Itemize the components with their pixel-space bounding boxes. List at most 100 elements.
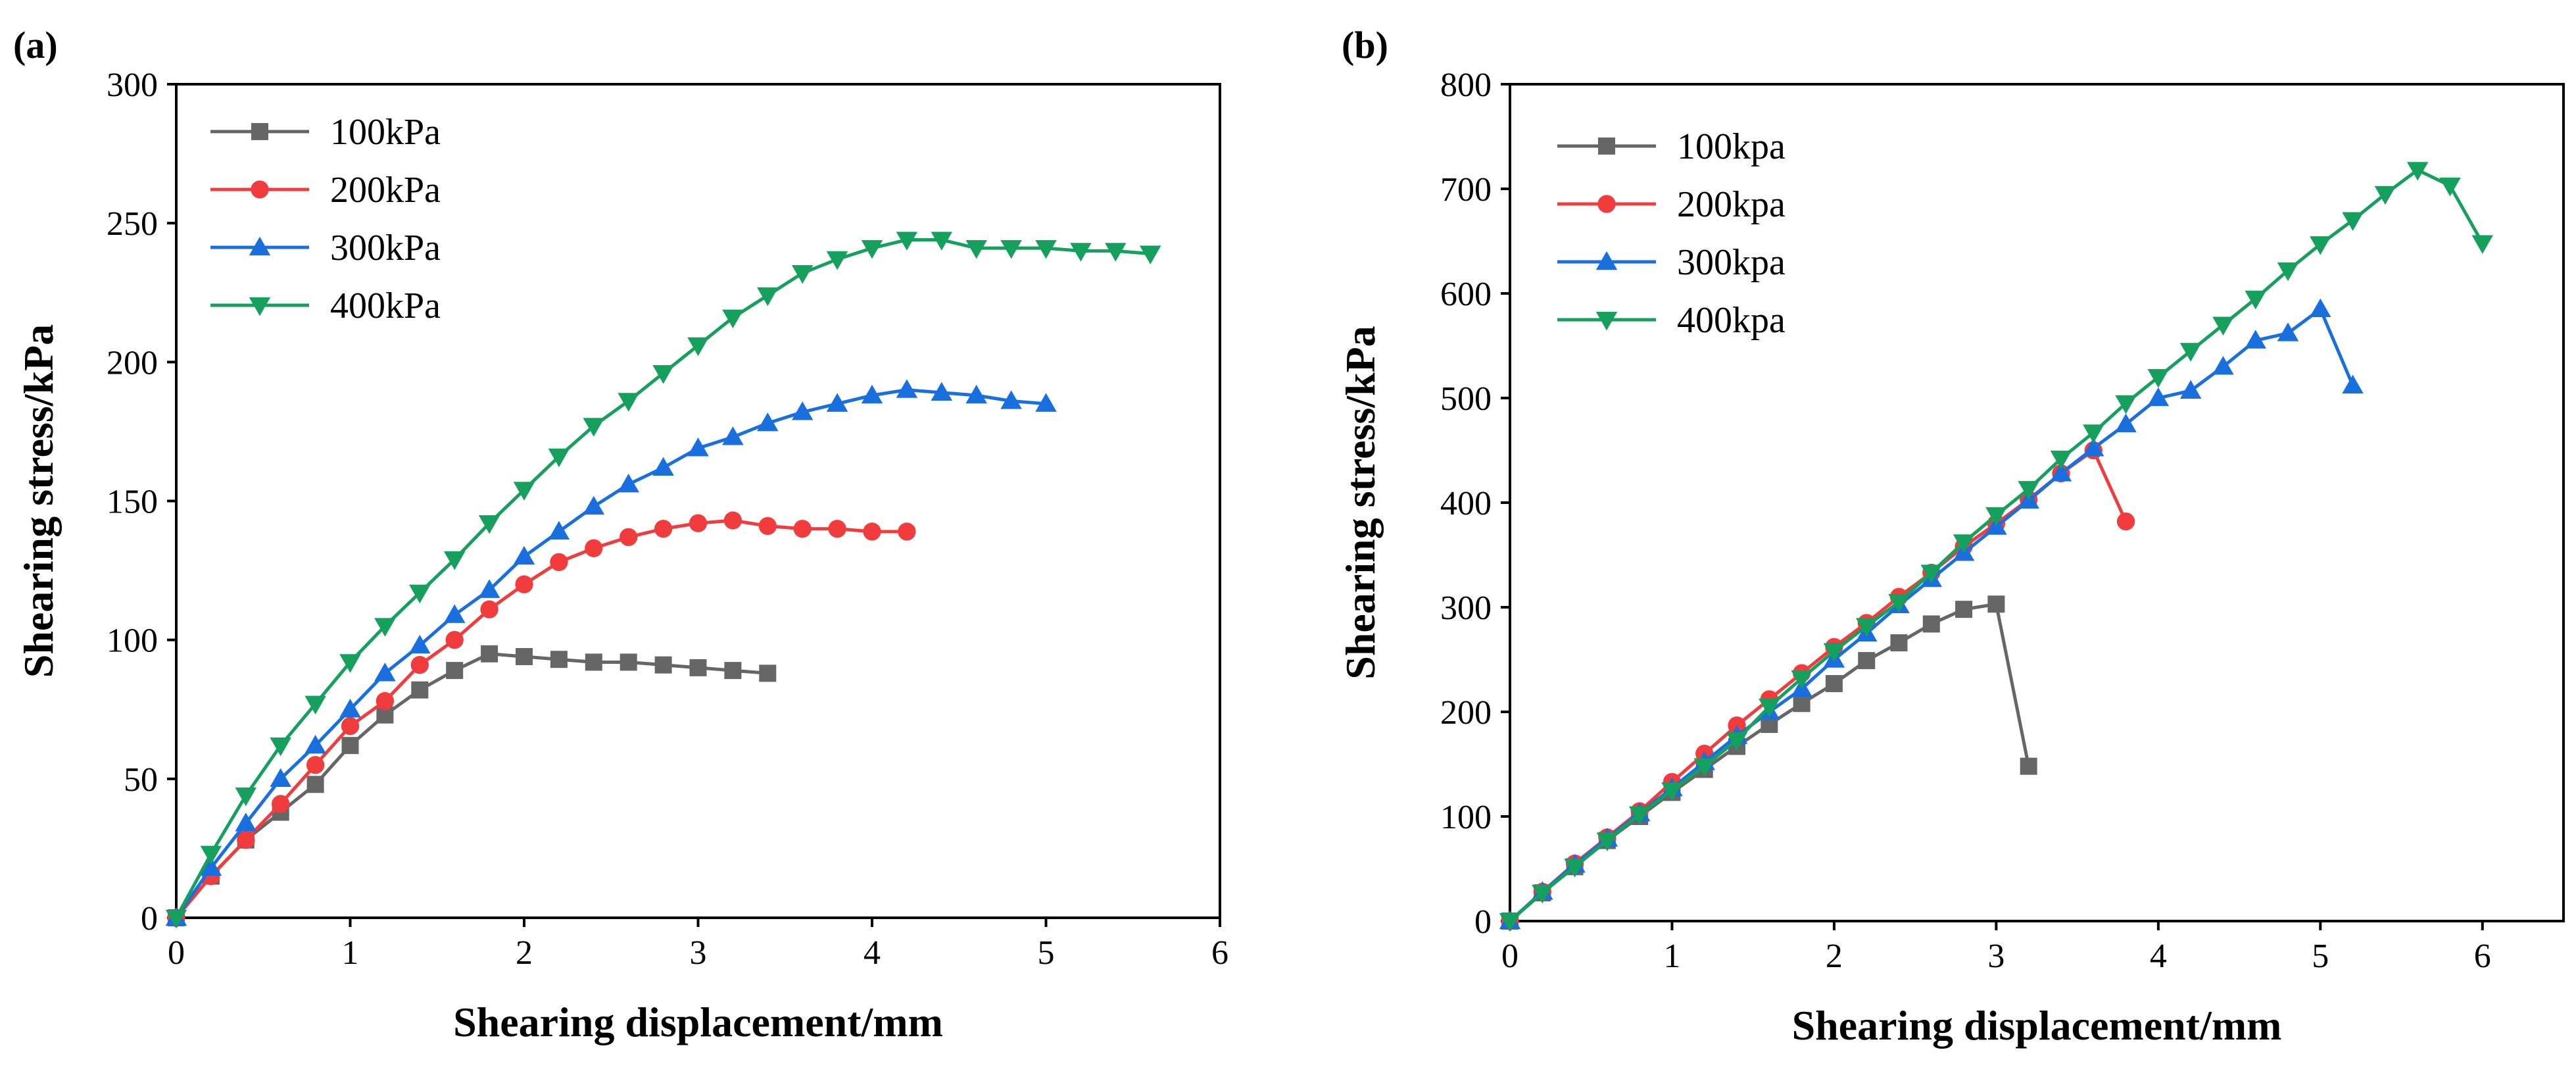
data-point	[828, 520, 846, 538]
data-point	[654, 656, 672, 674]
data-point	[235, 813, 257, 832]
x-tick-label: 2	[1826, 938, 1843, 975]
data-point	[965, 384, 987, 404]
data-point	[374, 663, 396, 682]
x-tick-label: 3	[1987, 938, 2005, 975]
data-point	[1759, 698, 1780, 718]
data-point	[1793, 695, 1810, 713]
data-point	[654, 520, 673, 538]
x-tick-label: 0	[168, 934, 185, 972]
data-point	[618, 393, 639, 412]
data-point	[687, 438, 709, 457]
series-100kpa	[1501, 595, 2037, 930]
data-point	[724, 662, 742, 680]
data-point	[826, 251, 848, 270]
data-point	[443, 551, 466, 570]
series-line	[174, 238, 1151, 919]
data-point	[1693, 758, 1716, 777]
legend-marker	[1597, 195, 1616, 213]
data-point	[758, 516, 777, 536]
data-point	[410, 656, 429, 674]
data-point	[898, 522, 916, 541]
y-tick-label: 50	[124, 761, 158, 799]
series-200kPa	[167, 511, 916, 927]
series-line	[1509, 602, 2031, 922]
data-point	[723, 511, 742, 530]
data-point	[515, 575, 533, 593]
panel-label: (a)	[13, 24, 58, 66]
data-point	[376, 691, 395, 711]
y-tick-label: 400	[1440, 485, 1492, 522]
data-point	[2050, 463, 2072, 482]
data-point	[480, 600, 498, 618]
legend-label: 400kpa	[1677, 300, 1786, 341]
data-point	[620, 653, 637, 671]
data-point	[861, 384, 883, 404]
data-point	[1035, 393, 1057, 412]
data-point	[1139, 245, 1161, 264]
legend: 100kpa 200kpa 300kpa 400kpa	[1557, 126, 1786, 341]
x-axis-title: Shearing displacement/mm	[1792, 1002, 2282, 1049]
data-point	[2050, 451, 2072, 470]
data-point	[1791, 670, 1812, 689]
data-point	[550, 651, 568, 668]
data-point	[652, 457, 674, 476]
data-point	[237, 831, 255, 849]
x-tick-label: 5	[1038, 934, 1055, 972]
data-point	[1000, 390, 1022, 409]
data-point	[1987, 595, 2005, 613]
data-point	[1000, 239, 1022, 259]
data-point	[513, 545, 535, 565]
series-line	[1509, 447, 2127, 922]
y-axis-title: Shearing stress/kPa	[1337, 326, 1384, 680]
data-point	[341, 737, 359, 755]
series-line	[1509, 168, 2484, 922]
data-point	[409, 634, 431, 654]
data-point	[1920, 564, 1943, 584]
y-tick-label: 300	[1440, 589, 1492, 627]
data-point	[516, 648, 533, 666]
data-point	[1499, 913, 1521, 932]
series-line	[1509, 306, 2354, 922]
data-point	[965, 239, 987, 259]
data-point	[2083, 438, 2104, 457]
data-point	[583, 495, 605, 515]
chart-panel-a: (a) 0 1 2 3 4 5 6 0 50 100 150 200 250 300 Shearing dis…	[13, 24, 1228, 1045]
data-point	[200, 845, 222, 865]
data-point	[1726, 732, 1748, 751]
data-point	[826, 393, 848, 412]
data-point	[689, 514, 708, 532]
data-point	[2179, 343, 2202, 362]
data-point	[861, 239, 883, 259]
legend-label: 100kPa	[330, 112, 441, 153]
data-point	[757, 412, 779, 432]
series-300kpa	[1499, 298, 2364, 930]
data-point	[2147, 387, 2170, 407]
data-point	[2310, 298, 2331, 318]
data-point	[2115, 395, 2137, 414]
data-point	[409, 584, 431, 604]
legend-marker	[1595, 311, 1618, 331]
data-point	[513, 482, 535, 501]
data-point	[1855, 618, 1878, 637]
y-tick-label: 500	[1440, 380, 1492, 418]
data-point	[689, 659, 707, 676]
series-200kpa	[1501, 441, 2135, 930]
data-point	[550, 553, 568, 572]
data-point	[1890, 634, 1908, 652]
data-point	[585, 653, 602, 671]
x-tick-label: 0	[1501, 938, 1519, 975]
data-point	[722, 309, 744, 329]
data-point	[272, 795, 290, 813]
series-400kpa	[1499, 162, 2494, 932]
data-point	[374, 618, 396, 637]
data-point	[304, 695, 326, 715]
chart-panel-b: (b) 0 1 2 3 4 5 6 0 100 200 300 400 500 600 700 800 Shear…	[1337, 24, 2565, 1049]
x-tick-label: 4	[863, 934, 881, 972]
data-point	[481, 645, 498, 663]
x-tick-label: 1	[1663, 938, 1680, 975]
data-point	[2439, 178, 2461, 197]
legend-marker	[249, 236, 271, 256]
data-point	[793, 520, 812, 538]
series-400kPa	[165, 232, 1161, 929]
